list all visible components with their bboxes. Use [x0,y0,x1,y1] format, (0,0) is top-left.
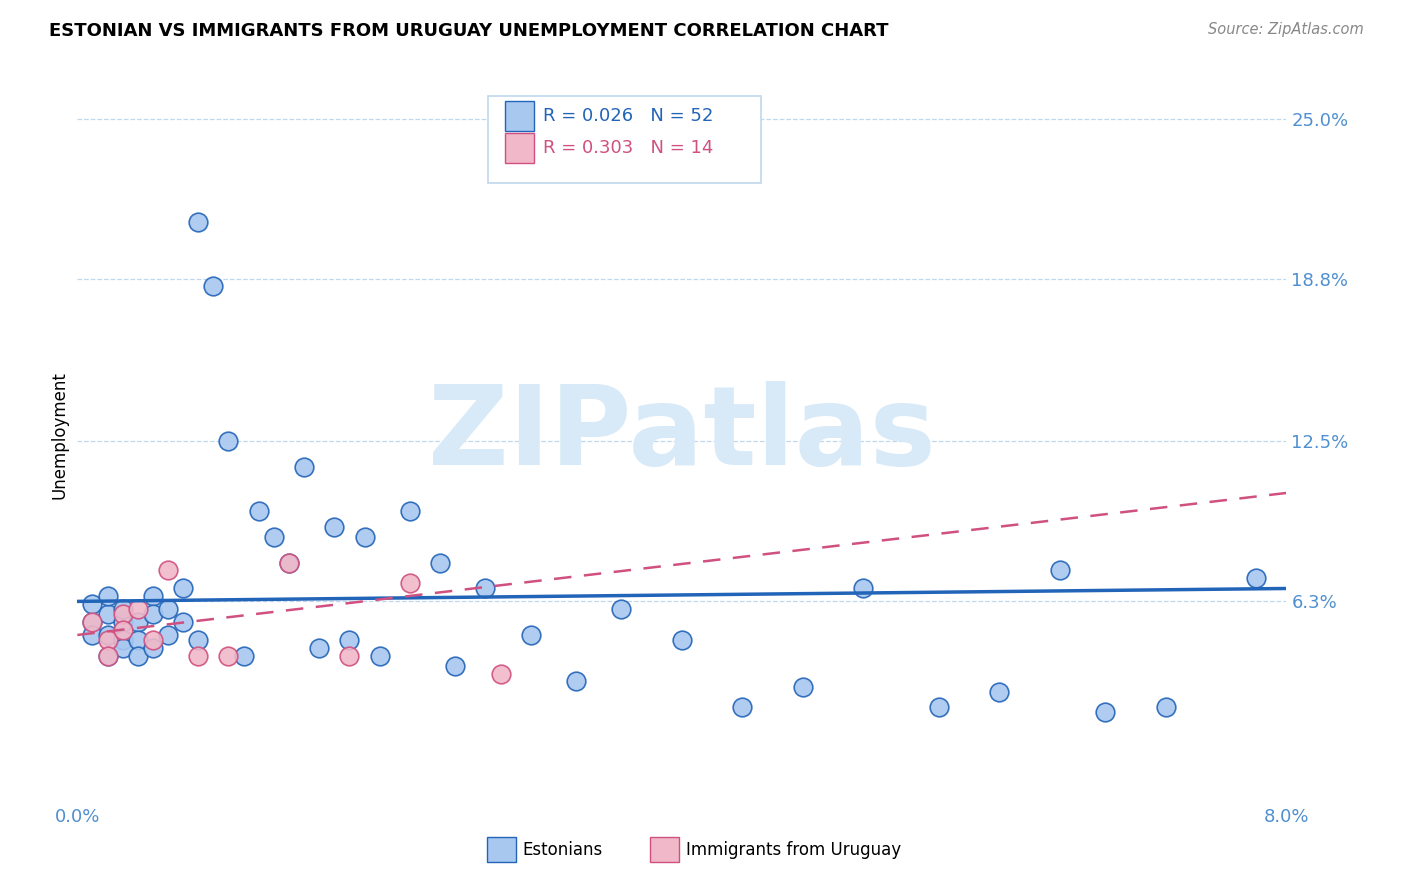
Point [142,640,165,655]
Point [96,628,118,642]
Point [1246,571,1268,585]
Point [172,582,194,596]
Point [339,633,360,648]
Point [323,519,346,533]
Point [489,666,512,681]
Text: Source: ZipAtlas.com: Source: ZipAtlas.com [1208,22,1364,37]
Point [111,607,134,622]
Point [278,556,301,570]
Point [988,685,1011,699]
Point [96,589,118,603]
Point [218,648,240,663]
Point [187,633,209,648]
Point [127,602,149,616]
Point [82,628,104,642]
FancyBboxPatch shape [488,96,761,183]
Point [353,530,375,544]
Point [1154,700,1177,714]
Point [852,582,875,596]
Point [96,648,118,663]
Text: Immigrants from Uruguay: Immigrants from Uruguay [686,841,901,859]
Text: R = 0.026   N = 52: R = 0.026 N = 52 [543,107,713,125]
Text: R = 0.303   N = 14: R = 0.303 N = 14 [543,139,713,157]
Point [429,556,451,570]
Point [368,648,391,663]
Point [172,615,194,629]
Point [292,460,315,475]
Point [82,597,104,611]
Point [1049,563,1071,577]
FancyBboxPatch shape [505,133,534,162]
Point [444,659,467,673]
Point [247,504,270,518]
Point [157,563,180,577]
Point [111,615,134,629]
Point [96,633,118,648]
Point [278,556,301,570]
Point [127,633,149,648]
Point [157,628,180,642]
Point [187,215,209,229]
Point [928,700,950,714]
Point [399,504,422,518]
Point [339,648,360,663]
Point [610,602,633,616]
Point [96,648,118,663]
Y-axis label: Unemployment: Unemployment [51,371,69,499]
Point [82,615,104,629]
Point [187,648,209,663]
Point [1094,706,1116,720]
Point [218,434,240,449]
Text: ZIPatlas: ZIPatlas [427,382,936,488]
Point [157,602,180,616]
Point [520,628,543,642]
Point [111,602,134,616]
Point [96,607,118,622]
Point [142,633,165,648]
Point [263,530,285,544]
Point [111,633,134,648]
Point [127,615,149,629]
Point [792,680,814,694]
FancyBboxPatch shape [651,838,679,863]
Point [202,279,225,293]
Point [142,607,165,622]
Point [474,582,496,596]
Point [111,640,134,655]
Point [232,648,254,663]
Point [671,633,693,648]
Point [565,674,588,689]
Point [308,640,330,655]
FancyBboxPatch shape [505,102,534,131]
Point [142,589,165,603]
Point [82,615,104,629]
Text: ESTONIAN VS IMMIGRANTS FROM URUGUAY UNEMPLOYMENT CORRELATION CHART: ESTONIAN VS IMMIGRANTS FROM URUGUAY UNEM… [49,22,889,40]
Point [111,623,134,637]
Point [127,648,149,663]
FancyBboxPatch shape [488,838,516,863]
Text: Estonians: Estonians [522,841,603,859]
Point [399,576,422,591]
Point [731,700,754,714]
